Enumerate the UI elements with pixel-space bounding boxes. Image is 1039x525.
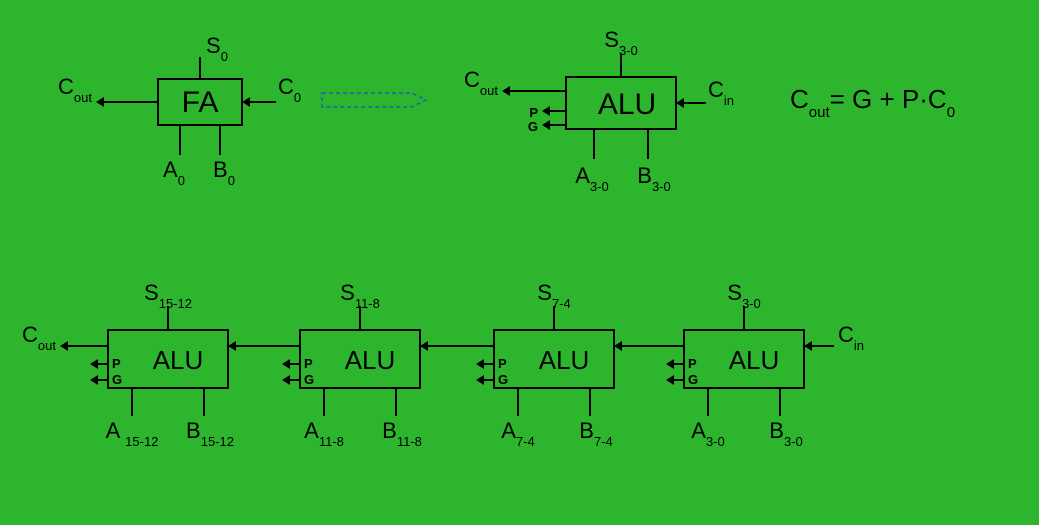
alu-chain-top-2: S7-4	[537, 280, 570, 311]
alu-label: ALU	[598, 88, 656, 121]
alu-chain-g-0: G	[112, 372, 122, 387]
alu-cout-label: Cout	[464, 67, 498, 98]
transform-arrow	[322, 93, 426, 107]
alu-chain: ALUS15-12PGA 15-12B15-12ALUS11-8PGA11-8B…	[22, 280, 864, 449]
alu-b-label: B3-0	[637, 163, 670, 194]
alu-block: ALU S3-0 Cout PG Cin A3-0 B3-0	[464, 27, 734, 194]
alu-chain-g-1: G	[304, 372, 314, 387]
alu-chain-label-2: ALU	[539, 345, 590, 375]
chain-cout-label: Cout	[22, 322, 56, 353]
fa-a-label: A0	[163, 157, 185, 188]
alu-chain-label-0: ALU	[153, 345, 204, 375]
alu-chain-block-3: ALU S3-0 PG A3-0 B3-0	[684, 280, 804, 449]
alu-chain-b-0: B15-12	[186, 418, 234, 449]
alu-chain-a-2: A7-4	[501, 418, 534, 449]
alu-chain-a-0: A 15-12	[106, 418, 159, 449]
alu-chain-top-3: S3-0	[727, 280, 760, 311]
fa-top-label: S0	[206, 33, 228, 64]
fa-label: FA	[182, 86, 219, 119]
alu-top-label: S3-0	[604, 27, 637, 58]
alu-chain-p-3: P	[688, 356, 697, 371]
fa-cout-label: Cout	[58, 74, 92, 105]
alu-chain-p-0: P	[112, 356, 121, 371]
alu-g-label: G	[528, 119, 538, 134]
alu-chain-g-3: G	[688, 372, 698, 387]
carry-equation: Cout= G + P·C0	[790, 84, 955, 121]
fa-cin-label: C0	[278, 74, 301, 105]
alu-chain-label-3: ALU	[729, 345, 780, 375]
alu-chain-b-1: B11-8	[382, 418, 422, 449]
alu-chain-block-2: ALU S7-4 PG A7-4 B7-4	[494, 280, 614, 449]
chain-cin-label: Cin	[838, 322, 864, 353]
alu-chain-b-3: B3-0	[769, 418, 802, 449]
alu-p-label: P	[529, 105, 538, 120]
alu-a-label: A3-0	[575, 163, 608, 194]
fa-block: FA S0 Cout C0 A0 B0	[58, 33, 301, 188]
alu-chain-a-3: A3-0	[691, 418, 724, 449]
alu-chain-top-1: S11-8	[340, 280, 380, 311]
alu-chain-g-2: G	[498, 372, 508, 387]
alu-chain-a-1: A11-8	[304, 418, 344, 449]
fa-b-label: B0	[213, 157, 235, 188]
alu-chain-b-2: B7-4	[579, 418, 612, 449]
alu-chain-p-1: P	[304, 356, 313, 371]
alu-cin-label: Cin	[708, 77, 734, 108]
alu-chain-p-2: P	[498, 356, 507, 371]
alu-chain-top-0: S15-12	[144, 280, 192, 311]
alu-chain-label-1: ALU	[345, 345, 396, 375]
alu-chain-block-1: ALU S11-8 PG A11-8 B11-8	[300, 280, 422, 449]
alu-chain-block-0: ALU S15-12 PG A 15-12 B15-12	[106, 280, 234, 449]
